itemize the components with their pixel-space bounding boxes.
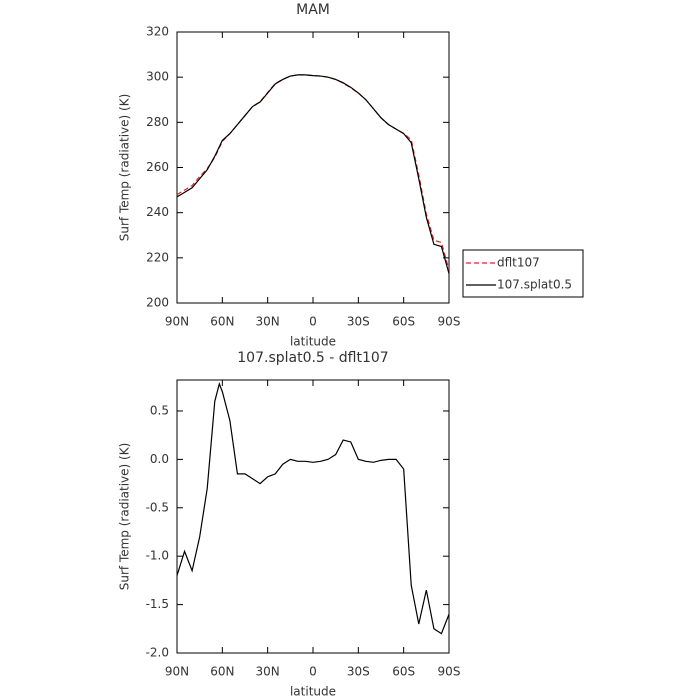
x-tick-label: 30S	[347, 315, 370, 329]
x-axis-label: latitude	[290, 685, 336, 699]
x-tick-label: 90S	[438, 315, 461, 329]
legend-label: dflt107	[497, 256, 540, 270]
x-axis-label: latitude	[290, 335, 336, 349]
x-tick-label: 90S	[438, 665, 461, 679]
data-line	[176, 74, 450, 271]
chart-title: 107.splat0.5 - dflt107	[237, 350, 388, 366]
y-tick-label: -0.5	[146, 500, 169, 514]
y-tick-label: 300	[146, 70, 169, 84]
data-line	[176, 74, 450, 274]
chart-title: MAM	[296, 2, 330, 18]
y-tick-label: 280	[146, 115, 169, 129]
plot-frame	[176, 379, 450, 654]
x-tick-label: 90N	[165, 665, 189, 679]
y-tick-label: 240	[146, 205, 169, 219]
y-tick-label: 320	[146, 25, 169, 39]
x-tick-label: 60N	[210, 665, 234, 679]
y-tick-label: 0.0	[150, 452, 169, 466]
y-tick-label: 0.5	[150, 403, 169, 417]
legend-box	[462, 249, 584, 298]
x-tick-label: 60S	[392, 665, 415, 679]
y-axis-label: Surf Temp (radiative) (K)	[118, 443, 132, 591]
plot-frame	[176, 31, 450, 304]
data-line	[176, 381, 450, 635]
x-tick-label: 90N	[165, 315, 189, 329]
x-tick-label: 30N	[256, 315, 280, 329]
legend-label: 107.splat0.5	[497, 278, 572, 292]
x-tick-label: 60S	[392, 315, 415, 329]
y-tick-label: 220	[146, 250, 169, 264]
y-tick-label: 200	[146, 296, 169, 310]
x-tick-label: 0	[309, 315, 317, 329]
x-tick-label: 30N	[256, 665, 280, 679]
y-axis-label: Surf Temp (radiative) (K)	[118, 94, 132, 242]
y-tick-label: -1.0	[146, 549, 169, 563]
y-tick-label: -2.0	[146, 646, 169, 660]
y-tick-label: -1.5	[146, 597, 169, 611]
x-tick-label: 60N	[210, 315, 234, 329]
x-tick-label: 30S	[347, 665, 370, 679]
x-tick-label: 0	[309, 665, 317, 679]
y-tick-label: 260	[146, 160, 169, 174]
